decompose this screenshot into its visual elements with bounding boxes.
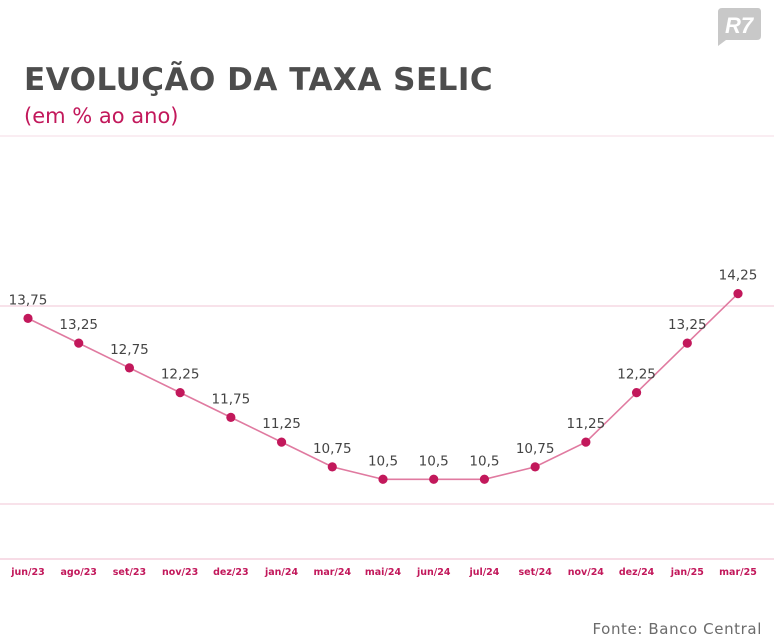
x-tick-label: jan/24 (264, 567, 299, 578)
data-label: 12,25 (161, 367, 200, 383)
data-label: 11,25 (567, 416, 606, 432)
x-tick-label: jun/23 (10, 567, 44, 578)
data-label: 11,75 (212, 391, 251, 407)
x-tick-label: jan/25 (670, 567, 704, 578)
data-point (581, 437, 591, 447)
data-label: 12,25 (617, 367, 656, 383)
data-label: 13,25 (59, 317, 98, 333)
x-tick-label: jun/24 (416, 567, 451, 578)
x-tick-label: nov/23 (162, 567, 198, 578)
x-tick-label: set/24 (518, 567, 552, 578)
logo-text: R7 (725, 13, 755, 38)
x-tick-label: mar/25 (719, 567, 757, 578)
x-tick-label: jul/24 (468, 567, 499, 578)
data-point (429, 474, 439, 484)
x-tick-label: ago/23 (60, 567, 96, 578)
data-point (327, 462, 337, 472)
data-point (378, 474, 388, 484)
data-point (631, 388, 642, 398)
x-tick-label: nov/24 (568, 567, 605, 578)
chart-title: EVOLUÇÃO DA TAXA SELIC (24, 62, 494, 98)
x-tick-label: mar/24 (313, 567, 351, 578)
logo-badge-shape (718, 8, 761, 46)
data-label: 10,5 (419, 453, 449, 469)
data-point (276, 437, 287, 447)
chart-subtitle: (em % ao ano) (24, 104, 179, 128)
data-point (226, 412, 236, 422)
r7-logo: R7 (718, 8, 761, 46)
data-label: 10,75 (313, 441, 352, 457)
data-label: 13,25 (668, 317, 707, 333)
data-point (682, 338, 692, 348)
data-label: 11,25 (262, 416, 301, 432)
x-tick-label: mai/24 (365, 567, 402, 578)
data-point (23, 313, 33, 323)
data-point (530, 462, 540, 472)
data-point (733, 289, 743, 299)
data-point (175, 388, 185, 398)
data-label: 12,75 (110, 342, 149, 358)
data-label: 10,75 (516, 441, 555, 457)
data-label: 10,5 (368, 453, 398, 469)
series-line (27, 293, 739, 481)
data-label: 13,75 (9, 292, 48, 308)
data-point (479, 474, 490, 484)
x-tick-label: set/23 (113, 567, 146, 578)
data-label: 10,5 (469, 453, 499, 469)
data-label: 14,25 (719, 268, 758, 284)
data-point (74, 338, 84, 348)
x-tick-label: dez/23 (213, 567, 248, 578)
source-note: Fonte: Banco Central (592, 620, 762, 638)
x-tick-label: dez/24 (619, 567, 655, 578)
data-point (124, 363, 135, 373)
